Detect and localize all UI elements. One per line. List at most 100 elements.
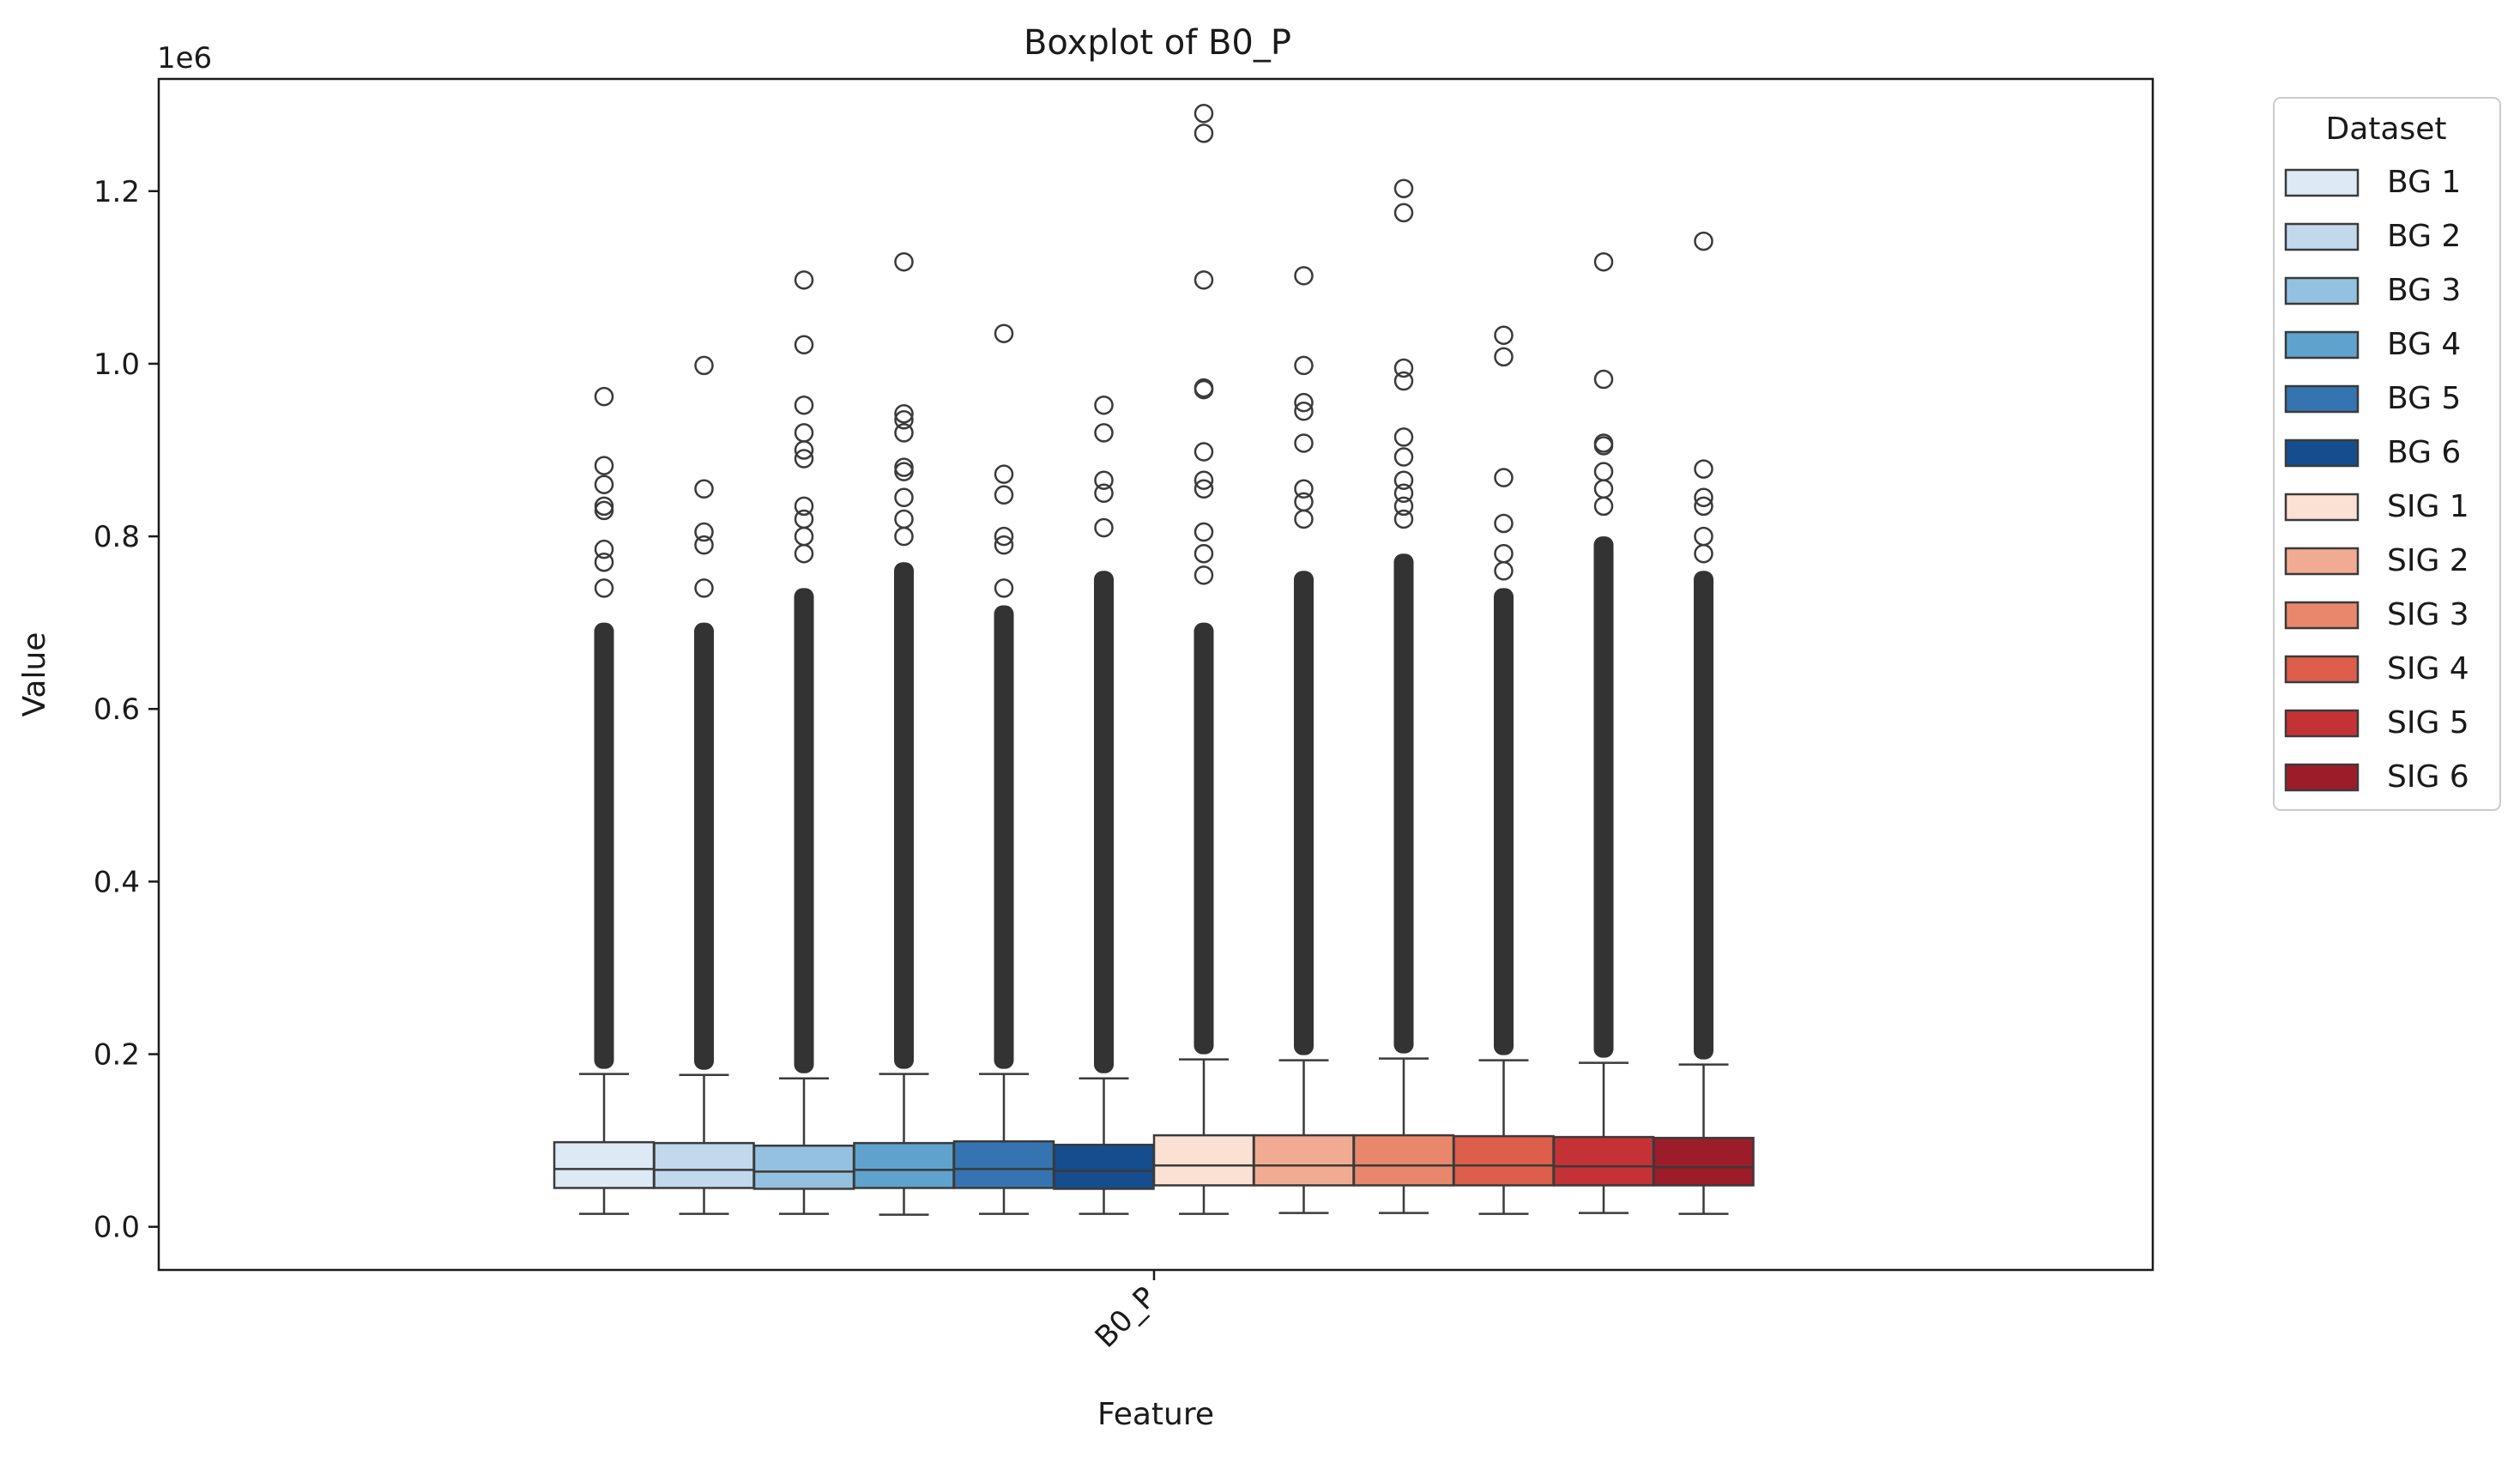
- box: [1453, 1134, 1555, 1187]
- legend-item: BG 2: [2284, 219, 2461, 254]
- outlier-point: [1294, 392, 1314, 413]
- y-axis: 0.0 0.2 0.4 0.6 0.8 1.0 1.2: [94, 175, 159, 1245]
- outlier-cluster: [594, 622, 614, 1069]
- legend-label: SIG 3: [2387, 597, 2469, 632]
- legend-item: BG 1: [2284, 165, 2461, 200]
- outlier-point: [1194, 270, 1214, 290]
- outlier-point: [994, 526, 1014, 547]
- legend-swatch: [2284, 330, 2360, 360]
- box: [1552, 1135, 1655, 1187]
- outlier-point: [1593, 369, 1614, 390]
- outlier-point: [994, 485, 1014, 505]
- outlier-point: [1194, 522, 1214, 542]
- outlier-point: [794, 496, 814, 517]
- outlier-point: [1094, 470, 1114, 490]
- box-group: [1352, 178, 1455, 1214]
- outlier-point: [594, 386, 614, 407]
- y-axis-label: Value: [17, 632, 52, 717]
- box: [1053, 1143, 1155, 1190]
- y-tick-label: 0.2: [94, 1038, 140, 1073]
- outlier-cluster: [1393, 553, 1414, 1054]
- y-tick-label: 1.2: [94, 175, 140, 209]
- outlier-cluster: [1593, 536, 1614, 1058]
- outlier-point: [1593, 251, 1614, 272]
- box: [1352, 1134, 1455, 1187]
- legend-label: SIG 5: [2387, 705, 2469, 741]
- outlier-point: [1593, 433, 1614, 453]
- outlier-point: [1294, 492, 1314, 512]
- outlier-point: [1393, 447, 1414, 467]
- outlier-point: [994, 578, 1014, 598]
- outlier-point: [1393, 371, 1414, 391]
- outlier-point: [594, 496, 614, 517]
- outlier-cluster: [794, 588, 814, 1073]
- box-group: [853, 251, 955, 1216]
- outlier-point: [1094, 517, 1114, 538]
- box-group: [952, 323, 1055, 1215]
- legend-swatch: [2284, 493, 2360, 522]
- outlier-point: [1694, 487, 1713, 508]
- outlier-point: [1694, 459, 1713, 479]
- outlier-point: [1194, 124, 1214, 143]
- box: [653, 1141, 755, 1189]
- legend-swatch: [2284, 168, 2360, 197]
- outlier-point: [594, 475, 614, 494]
- legend-item: BG 4: [2284, 327, 2461, 362]
- outlier-cluster: [1494, 588, 1514, 1055]
- outlier-point: [1094, 395, 1114, 415]
- outlier-point: [694, 522, 714, 542]
- legend-item: SIG 4: [2284, 651, 2469, 686]
- outlier-point: [794, 423, 814, 443]
- box-group: [1653, 231, 1755, 1215]
- box: [1152, 1134, 1255, 1187]
- outlier-point: [1694, 496, 1713, 517]
- outlier-point: [1294, 433, 1314, 453]
- outlier-cluster: [894, 562, 914, 1069]
- box-group: [752, 270, 855, 1215]
- outlier-point: [1694, 526, 1713, 547]
- outlier-point: [1194, 442, 1214, 462]
- outlier-point: [1194, 543, 1214, 564]
- x-axis-label: Feature: [1097, 1397, 1214, 1432]
- outlier-cluster: [1194, 622, 1214, 1055]
- outlier-point: [1294, 355, 1314, 376]
- outlier-point: [1694, 231, 1713, 251]
- outlier-point: [1294, 401, 1314, 421]
- outlier-point: [1393, 358, 1414, 378]
- legend-swatch: [2284, 601, 2360, 630]
- outlier-point: [794, 395, 814, 415]
- outlier-point: [1393, 496, 1414, 517]
- outlier-point: [1494, 325, 1514, 345]
- legend-swatch: [2284, 276, 2360, 305]
- outlier-point: [794, 449, 814, 469]
- outlier-point: [1294, 266, 1314, 286]
- outlier-point: [794, 270, 814, 290]
- legend-item: BG 5: [2284, 381, 2461, 416]
- box-group: [553, 386, 656, 1215]
- legend-label: BG 6: [2387, 435, 2461, 470]
- outlier-point: [994, 464, 1014, 484]
- outlier-point: [694, 535, 714, 555]
- outlier-point: [594, 552, 614, 572]
- outlier-point: [694, 578, 714, 598]
- box-group: [1453, 325, 1555, 1215]
- legend-title: Dataset: [2326, 112, 2447, 147]
- box: [1253, 1134, 1355, 1187]
- outlier-point: [994, 535, 1014, 555]
- legend-item: SIG 5: [2284, 705, 2469, 741]
- outlier-point: [594, 456, 614, 475]
- axes-frame: [157, 77, 2154, 1272]
- y-axis-offset-label: 1e6: [157, 41, 212, 76]
- legend-item: SIG 1: [2284, 489, 2469, 524]
- outlier-point: [894, 423, 914, 443]
- legend-label: SIG 2: [2387, 543, 2469, 578]
- legend-item: BG 6: [2284, 435, 2461, 470]
- legend-label: BG 3: [2387, 273, 2461, 308]
- outlier-point: [1393, 427, 1414, 447]
- outlier-point: [894, 410, 914, 430]
- outlier-point: [694, 479, 714, 499]
- outlier-point: [794, 335, 814, 355]
- outlier-point: [794, 509, 814, 529]
- legend-item: BG 3: [2284, 273, 2461, 308]
